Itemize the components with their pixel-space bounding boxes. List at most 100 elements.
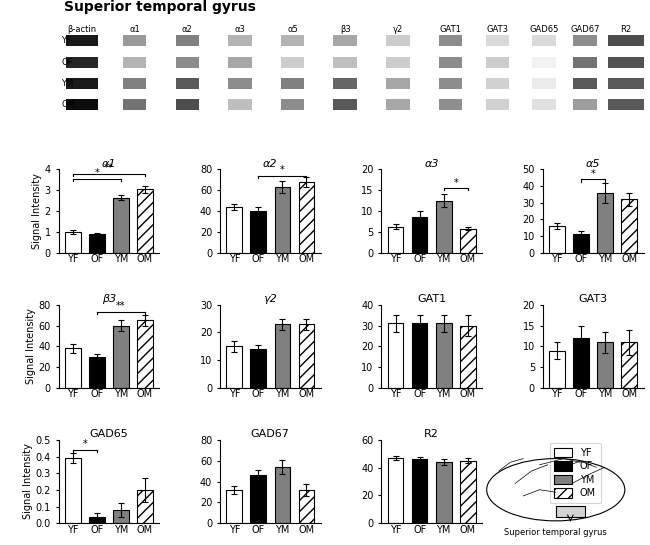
Bar <box>573 57 597 68</box>
Bar <box>176 57 199 68</box>
Bar <box>176 35 199 46</box>
Bar <box>386 35 410 46</box>
Bar <box>597 342 613 388</box>
Title: α5: α5 <box>586 159 601 169</box>
Title: α2: α2 <box>263 159 278 169</box>
Bar <box>597 193 613 253</box>
Bar <box>226 207 242 253</box>
Title: GAD67: GAD67 <box>251 429 290 439</box>
Bar <box>250 475 266 523</box>
Title: γ2: γ2 <box>263 294 277 304</box>
Bar <box>573 338 589 388</box>
Bar <box>66 99 98 110</box>
Y-axis label: Signal Intensity: Signal Intensity <box>32 173 42 249</box>
Text: **: ** <box>116 301 125 311</box>
Bar <box>532 35 556 46</box>
Bar <box>281 99 304 110</box>
Bar <box>333 35 357 46</box>
Bar <box>65 348 81 388</box>
Bar <box>123 35 146 46</box>
Bar <box>608 99 644 110</box>
Text: α1: α1 <box>129 25 140 34</box>
Title: β3: β3 <box>102 294 116 304</box>
Text: *: * <box>83 439 87 449</box>
Bar <box>274 324 290 388</box>
Bar <box>436 201 452 253</box>
Bar <box>65 232 81 253</box>
Bar <box>89 357 105 388</box>
Bar <box>549 226 565 253</box>
Bar <box>412 217 428 253</box>
Text: β3: β3 <box>340 25 350 34</box>
Bar <box>532 57 556 68</box>
Bar <box>439 99 462 110</box>
Title: R2: R2 <box>424 429 439 439</box>
Bar <box>386 77 410 89</box>
Legend: YF, OF, YM, OM: YF, OF, YM, OM <box>549 443 601 503</box>
Bar <box>298 182 314 253</box>
Bar <box>65 458 81 523</box>
Title: α3: α3 <box>424 159 439 169</box>
Text: YM: YM <box>61 78 73 88</box>
Bar <box>333 77 357 89</box>
Bar <box>486 77 509 89</box>
Bar <box>621 199 637 253</box>
Text: *: * <box>280 165 285 175</box>
Text: γ2: γ2 <box>393 25 403 34</box>
Bar <box>281 77 304 89</box>
Text: GAT3: GAT3 <box>486 25 508 34</box>
Bar <box>486 57 509 68</box>
Text: **: ** <box>104 163 114 173</box>
Bar <box>573 35 597 46</box>
Bar <box>460 325 476 388</box>
Bar <box>549 350 565 388</box>
Bar <box>228 99 252 110</box>
Title: α1: α1 <box>101 159 116 169</box>
Bar <box>66 77 98 89</box>
Bar <box>226 346 242 388</box>
Bar <box>250 349 266 388</box>
Text: R2: R2 <box>620 25 632 34</box>
Bar <box>250 211 266 253</box>
Bar <box>333 57 357 68</box>
Y-axis label: Signal Intensity: Signal Intensity <box>23 444 32 519</box>
Bar <box>281 57 304 68</box>
Bar <box>66 57 98 68</box>
Text: GAD65: GAD65 <box>529 25 559 34</box>
Text: Superior temporal gyrus: Superior temporal gyrus <box>64 0 256 14</box>
Title: GAD65: GAD65 <box>90 429 128 439</box>
Text: Superior temporal gyrus: Superior temporal gyrus <box>504 528 607 537</box>
Bar <box>439 35 462 46</box>
Bar <box>113 325 129 388</box>
Bar <box>113 198 129 253</box>
Text: GAT1: GAT1 <box>439 25 462 34</box>
Text: α3: α3 <box>235 25 245 34</box>
Text: OF: OF <box>61 58 73 66</box>
Bar <box>573 77 597 89</box>
Bar <box>460 461 476 523</box>
Bar <box>89 234 105 253</box>
Bar <box>556 506 585 517</box>
Bar <box>226 490 242 523</box>
Bar <box>573 234 589 253</box>
Bar <box>412 323 428 388</box>
Bar <box>228 35 252 46</box>
Bar <box>274 187 290 253</box>
Title: GAT3: GAT3 <box>578 294 608 304</box>
Bar <box>608 35 644 46</box>
Text: *: * <box>591 169 595 179</box>
Bar <box>298 490 314 523</box>
Bar <box>621 342 637 388</box>
Bar <box>89 517 105 523</box>
Bar <box>386 57 410 68</box>
Bar <box>573 99 597 110</box>
Bar <box>439 57 462 68</box>
Bar <box>123 99 146 110</box>
Bar <box>388 323 404 388</box>
Bar <box>66 35 98 46</box>
Bar <box>436 323 452 388</box>
Bar <box>412 459 428 523</box>
Bar <box>137 320 153 388</box>
Bar <box>386 99 410 110</box>
Bar <box>123 77 146 89</box>
